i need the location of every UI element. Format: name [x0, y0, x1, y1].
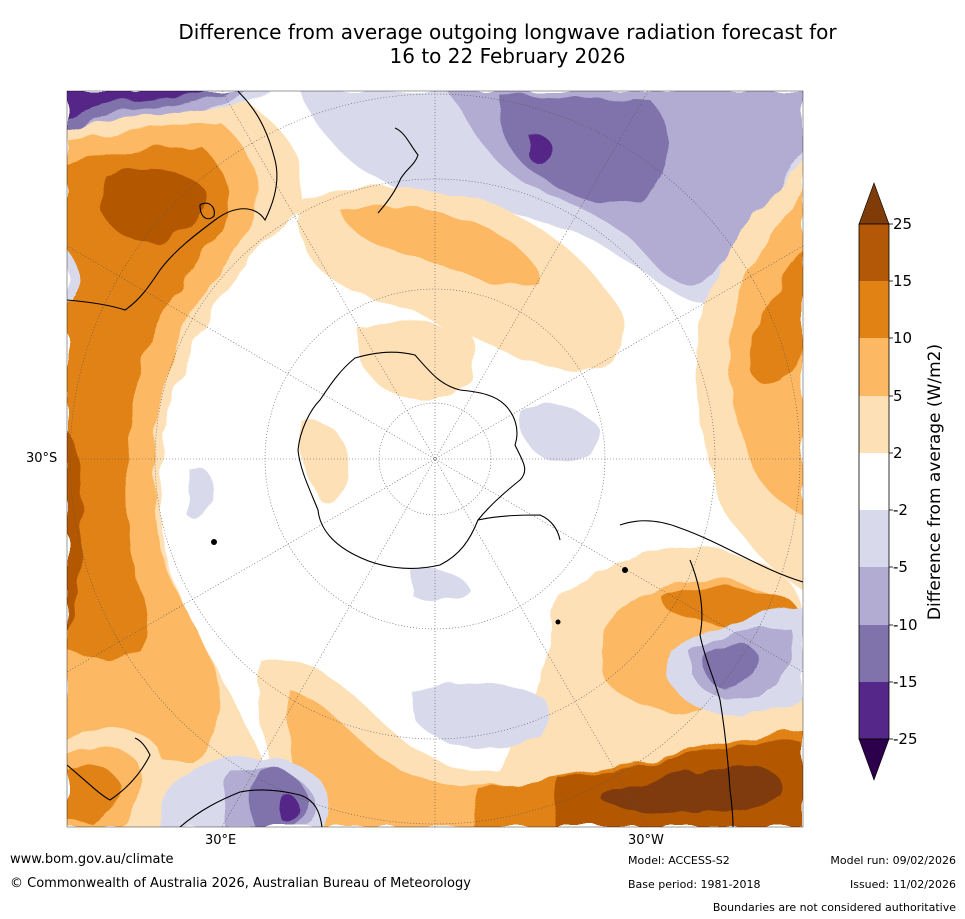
colorbar-tick-label: 25	[893, 215, 913, 233]
colorbar-ticks	[889, 223, 893, 740]
coastline-madagascar	[179, 789, 323, 827]
region-belt-mid	[340, 206, 541, 286]
region-pacific-negative-core	[526, 133, 553, 164]
region-patch-edge-negative	[67, 250, 77, 302]
colorbar-tick-label: -5	[893, 558, 908, 576]
region-se-negative-inner	[703, 644, 759, 690]
island-marion	[211, 539, 217, 545]
colorbar-swatch-m5-m10	[859, 567, 889, 625]
colorbar-tick-label: 15	[893, 272, 913, 290]
footer-url: www.bom.gov.au/climate	[10, 852, 174, 867]
map-title-line1: Difference from average outgoing longwav…	[178, 20, 837, 44]
colorbar-swatch-m15-m25	[859, 682, 889, 739]
colorbar-tick-label: 10	[893, 329, 913, 347]
map-title: Difference from average outgoing longwav…	[80, 20, 935, 68]
island-south-georgia	[555, 619, 561, 625]
colorbar-outline	[858, 223, 890, 740]
coastline-africa	[67, 737, 151, 801]
region-west-positive-core	[100, 168, 206, 241]
meridian-line-4	[221, 91, 649, 827]
footer-copyright: © Commonwealth of Australia 2026, Austra…	[10, 876, 471, 891]
colorbar-tick-label: -25	[893, 730, 918, 748]
region-antarctic-west-positive	[299, 419, 351, 503]
coastline-south-america	[619, 520, 803, 827]
footer-disclaimer: Boundaries are not considered authoritat…	[712, 901, 956, 914]
coastline-new-zealand-south	[377, 179, 401, 214]
region-south-positive-max	[599, 765, 781, 814]
colorbar-swatch-10-15	[859, 281, 889, 338]
region-east-positive-strong	[749, 250, 803, 384]
map-frame	[66, 90, 804, 828]
coastline-antarctica	[297, 351, 526, 569]
colorbar-label: Difference from average (W/m2)	[925, 343, 945, 621]
colorbar-tick-label: -15	[893, 673, 918, 691]
region-antarctic-positive	[360, 320, 476, 401]
coastline-antarctic-peninsula	[477, 514, 561, 541]
region-s-negative-core	[279, 794, 300, 824]
meridian-line-5	[221, 91, 649, 827]
region-patch-central-negative	[410, 680, 549, 749]
colorbar-tick-label: 2	[893, 444, 903, 462]
colorbar-swatch-2-5	[859, 396, 889, 453]
region-patch-east-negative	[519, 406, 600, 461]
region-patch-south-negative	[410, 568, 470, 602]
coastline-tasmania	[199, 202, 215, 220]
meridian-line-3	[67, 245, 803, 673]
region-pacific-negative-inner	[498, 95, 669, 205]
colorbar-tick-label: -10	[893, 616, 918, 634]
colorbar	[858, 182, 893, 781]
graticule	[67, 91, 803, 827]
coastlines	[67, 91, 803, 827]
colorbar-under-arrow	[858, 738, 890, 781]
colorbar-swatch-5-10	[859, 338, 889, 396]
colorbar-tick-label: -2	[893, 501, 908, 519]
footer-model-run: Model run: 09/02/2026	[830, 854, 956, 867]
colorbar-swatch-m10-m15	[859, 625, 889, 682]
region-patch-west-negative	[190, 467, 213, 523]
colorbar-swatch-15-25	[859, 224, 889, 281]
coastline-australia	[67, 91, 278, 311]
colorbar-tick-label: 5	[893, 387, 903, 405]
footer-issued: Issued: 11/02/2026	[849, 878, 956, 891]
region-sw-positive-strong	[67, 764, 118, 822]
region-west-positive-strong	[67, 145, 227, 662]
footer-model: Model: ACCESS-S2	[628, 854, 730, 867]
coastline-new-zealand-north	[394, 127, 419, 181]
colorbar-swatch-m2-m5	[859, 510, 889, 567]
colorbar-swatch-neutral	[859, 453, 889, 510]
islands	[211, 539, 628, 625]
map-title-line2: 16 to 22 February 2026	[389, 44, 626, 68]
region-indian-negative-core	[67, 91, 205, 118]
anomaly-field	[67, 91, 803, 827]
longitude-label-30w: 30°W	[628, 833, 664, 848]
latitude-label-30s: 30°S	[26, 451, 58, 466]
colorbar-over-arrow	[858, 182, 890, 225]
meridian-line-6	[67, 245, 803, 673]
island-falklands	[622, 567, 628, 573]
footer-base-period: Base period: 1981-2018	[628, 878, 761, 891]
longitude-label-30e: 30°E	[205, 833, 237, 848]
